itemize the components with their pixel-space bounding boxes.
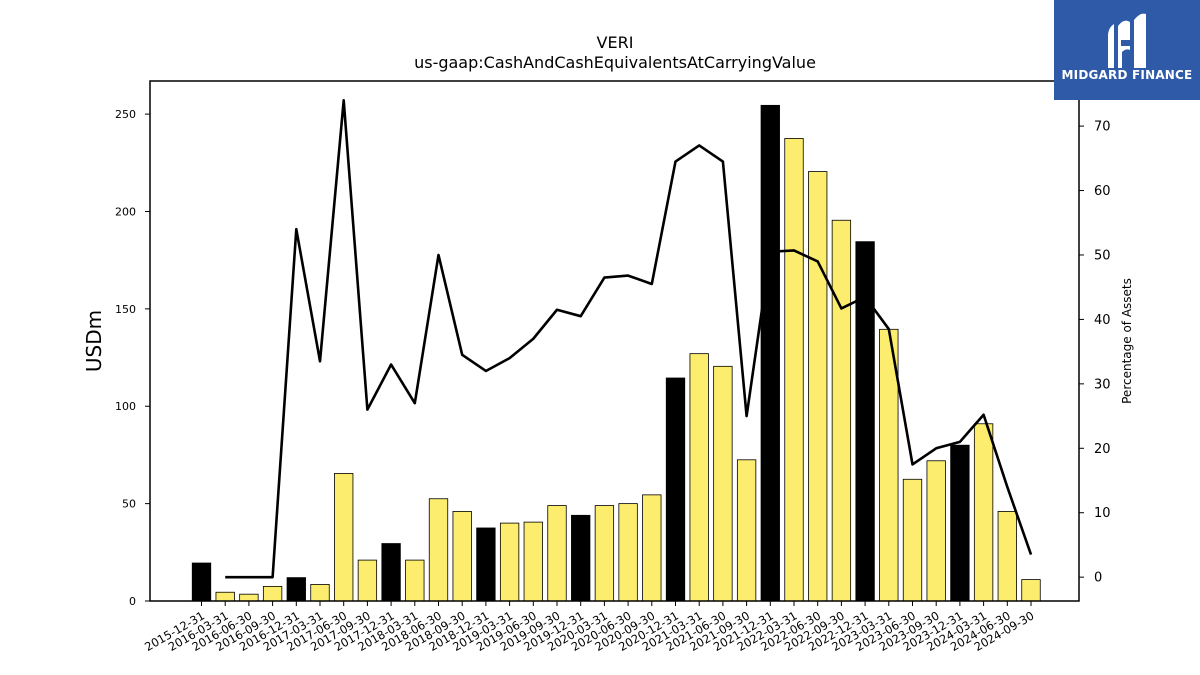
logo-text: MIDGARD FINANCE: [1061, 68, 1193, 82]
bar-2020-03-31: [594, 505, 615, 602]
percentage-of-assets-line: [225, 99, 1033, 579]
bar-2019-12-31: [571, 514, 591, 602]
bar-2019-09-30: [547, 505, 567, 602]
bar-2020-09-30: [642, 494, 662, 602]
right-y-tick-label: 40: [1094, 313, 1111, 328]
left-y-tick-label: 50: [122, 498, 136, 511]
bar-2018-06-30: [428, 498, 449, 602]
right-y-tick-label: 0: [1094, 571, 1102, 586]
bar-2017-09-30: [357, 559, 378, 602]
right-y-tick-label: 70: [1094, 120, 1111, 135]
bar-series: [191, 104, 1041, 602]
plot-frame: [149, 80, 1080, 602]
bar-2021-06-30: [713, 365, 733, 602]
bar-2017-06-30: [334, 473, 354, 602]
right-y-tick-label: 10: [1094, 506, 1111, 521]
left-y-tick-label: 100: [115, 400, 136, 413]
bar-2018-12-31: [476, 527, 496, 602]
right-y-axis-label: Percentage of Assets: [1120, 278, 1134, 404]
bar-2021-12-31: [760, 104, 780, 602]
y-axis-label: USDm: [82, 310, 106, 372]
bar-2017-12-31: [381, 543, 401, 602]
x-axis: 2015-12-312016-03-312016-06-302016-09-30…: [142, 601, 1037, 654]
bar-2021-09-30: [736, 459, 757, 602]
bar-2018-09-30: [452, 511, 472, 602]
midgard-logo-icon: [1108, 13, 1146, 69]
bar-2024-09-30: [1021, 579, 1041, 602]
right-y-tick-label: 50: [1094, 248, 1111, 263]
bar-2016-03-31: [215, 591, 235, 602]
bar-2018-03-31: [405, 559, 425, 602]
bar-2016-09-30: [262, 585, 283, 602]
bar-2021-03-31: [689, 353, 709, 602]
left-y-axis: 0 50 100 150 200 250: [115, 108, 150, 608]
right-y-tick-label: 20: [1094, 442, 1111, 457]
bar-2024-06-30: [997, 511, 1017, 602]
chart-title: VERI: [597, 33, 634, 52]
bar-2023-12-31: [950, 444, 970, 602]
bar-2019-03-31: [499, 522, 520, 602]
brand-logo: MIDGARD FINANCE: [1054, 0, 1200, 100]
bar-2017-03-31: [310, 584, 330, 602]
bar-2016-06-30: [239, 593, 259, 602]
line-series: [225, 99, 1033, 579]
right-y-axis: 0 10 20 30 40 50 60 70: [1079, 120, 1111, 586]
bar-2022-06-30: [808, 171, 828, 602]
bar-2020-12-31: [665, 377, 686, 602]
bar-2015-12-31: [191, 562, 212, 602]
chart-subtitle: us-gaap:CashAndCashEquivalentsAtCarrying…: [414, 53, 816, 72]
bar-2020-06-30: [618, 503, 638, 602]
bar-2016-12-31: [286, 577, 306, 602]
left-y-tick-label: 0: [129, 595, 136, 608]
bar-2024-03-31: [973, 423, 994, 602]
bar-2022-03-31: [784, 138, 804, 602]
left-y-tick-label: 150: [115, 303, 136, 316]
left-y-tick-label: 200: [115, 205, 136, 218]
right-y-tick-label: 60: [1094, 184, 1111, 199]
bar-2023-09-30: [926, 460, 946, 602]
left-y-tick-label: 250: [115, 108, 136, 121]
right-y-tick-label: 30: [1094, 377, 1111, 392]
bar-2019-06-30: [523, 521, 543, 602]
bar-2022-09-30: [831, 219, 852, 602]
bar-2023-06-30: [902, 478, 923, 602]
